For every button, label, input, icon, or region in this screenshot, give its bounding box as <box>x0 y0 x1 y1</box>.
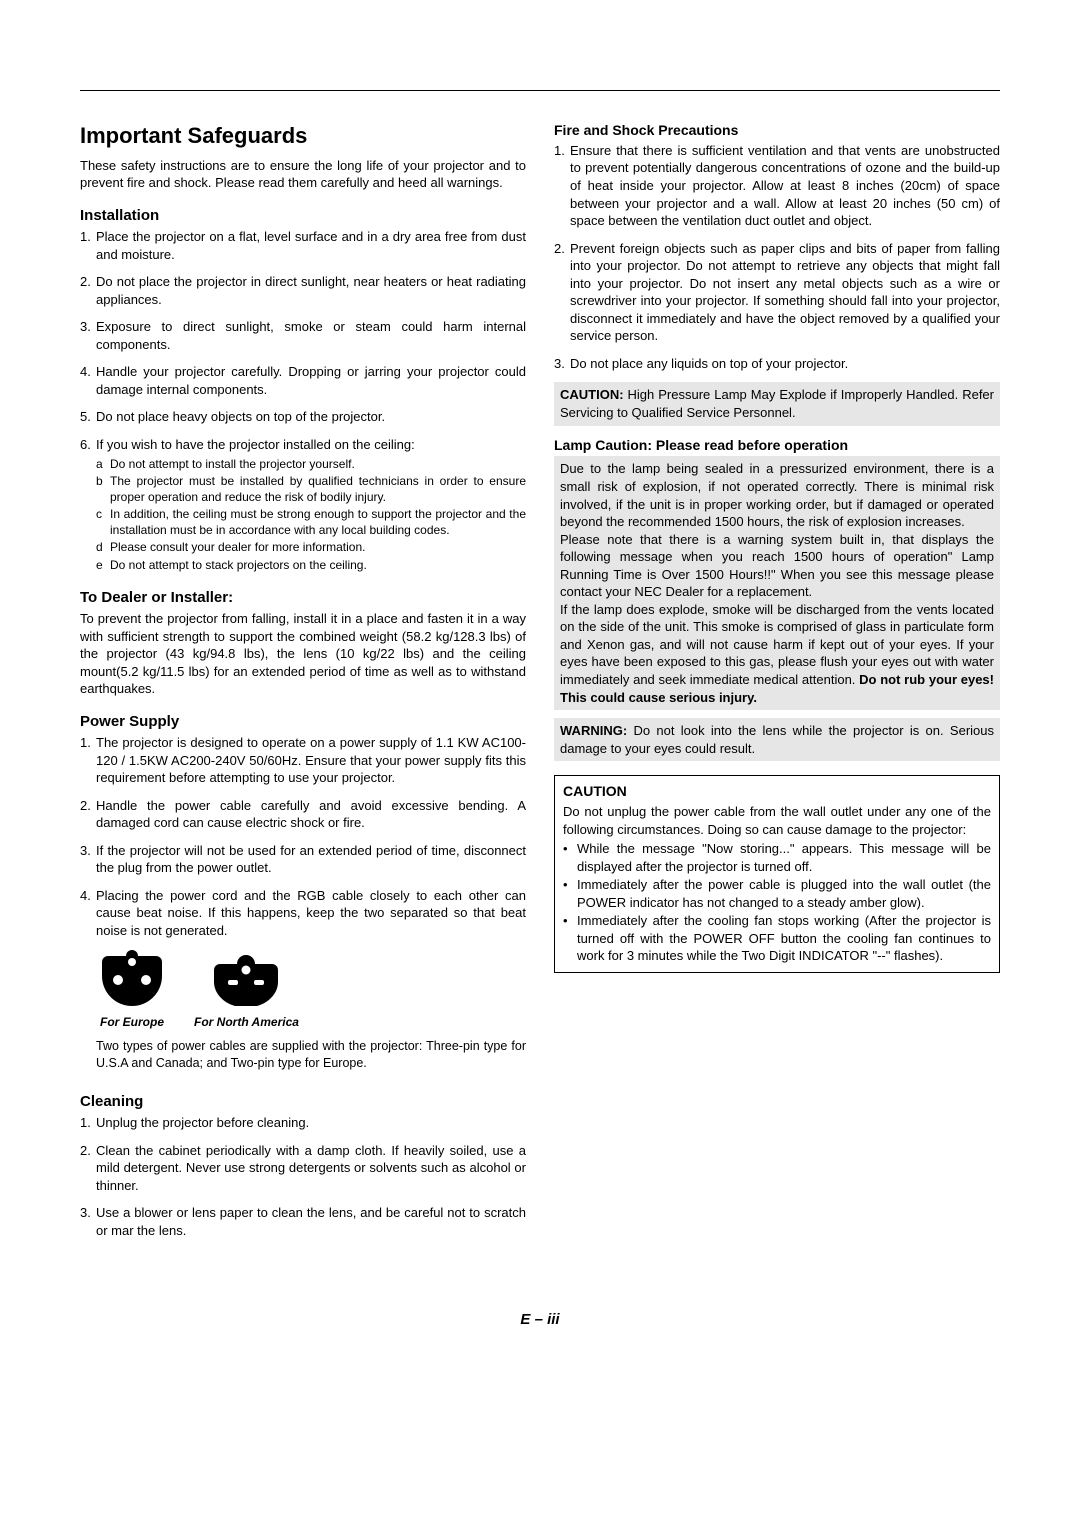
sub-text: In addition, the ceiling must be strong … <box>110 506 526 538</box>
sub-letter: b <box>96 473 110 505</box>
caution-text: High Pressure Lamp May Explode if Improp… <box>560 387 994 420</box>
list-number: 5. <box>80 408 96 426</box>
list-number: 2. <box>80 273 96 308</box>
page-title: Important Safeguards <box>80 121 526 151</box>
list-text: Do not place any liquids on top of your … <box>570 355 1000 373</box>
caution-bullets: While the message "Now storing..." appea… <box>563 840 991 965</box>
sub-letter: d <box>96 539 110 555</box>
installation-heading: Installation <box>80 206 526 226</box>
list-number: 3. <box>80 842 96 877</box>
list-number: 1. <box>80 228 96 263</box>
list-text: Clean the cabinet periodically with a da… <box>96 1142 526 1195</box>
lamp-p1: Due to the lamp being sealed in a pressu… <box>560 460 994 530</box>
sub-letter: e <box>96 557 110 573</box>
plug-europe-icon <box>100 950 164 1006</box>
plug-europe: For Europe <box>100 950 164 1031</box>
plug-europe-label: For Europe <box>100 1014 164 1030</box>
sub-letter: c <box>96 506 110 538</box>
list-number: 4. <box>80 887 96 940</box>
plug-na-label: For North America <box>194 1014 299 1030</box>
list-number: 2. <box>80 1142 96 1195</box>
installation-sublist: aDo not attempt to install the projector… <box>96 456 526 573</box>
list-text: Prevent foreign objects such as paper cl… <box>570 240 1000 345</box>
top-rule <box>80 90 1000 91</box>
list-text: Handle the power cable carefully and avo… <box>96 797 526 832</box>
sub-text: Please consult your dealer for more info… <box>110 539 526 555</box>
list-text: Handle your projector carefully. Droppin… <box>96 363 526 398</box>
fire-list: 1.Ensure that there is sufficient ventil… <box>554 142 1000 373</box>
caution-block-heading: CAUTION <box>563 782 991 801</box>
sub-text: Do not attempt to install the projector … <box>110 456 526 472</box>
right-column: Fire and Shock Precautions 1.Ensure that… <box>554 121 1000 1250</box>
fire-heading: Fire and Shock Precautions <box>554 121 1000 140</box>
lamp-p3: If the lamp does explode, smoke will be … <box>560 601 994 706</box>
list-number: 4. <box>80 363 96 398</box>
bullet-item: Immediately after the cooling fan stops … <box>563 912 991 965</box>
list-text: Ensure that there is sufficient ventilat… <box>570 142 1000 230</box>
lamp-p2: Please note that there is a warning syst… <box>560 531 994 601</box>
caution-block-intro: Do not unplug the power cable from the w… <box>563 803 991 838</box>
intro-text: These safety instructions are to ensure … <box>80 157 526 192</box>
power-note: Two types of power cables are supplied w… <box>96 1038 526 1072</box>
list-text: If the projector will not be used for an… <box>96 842 526 877</box>
installation-list: 1.Place the projector on a flat, level s… <box>80 228 526 574</box>
list-number: 2. <box>554 240 570 345</box>
list-text: Use a blower or lens paper to clean the … <box>96 1204 526 1239</box>
list-number: 1. <box>80 1114 96 1132</box>
warning-gray-box: WARNING: Do not look into the lens while… <box>554 718 1000 761</box>
list-text: If you wish to have the projector instal… <box>96 436 526 574</box>
power-heading: Power Supply <box>80 712 526 732</box>
sub-letter: a <box>96 456 110 472</box>
power-list: 1.The projector is designed to operate o… <box>80 734 526 939</box>
caution-bordered-box: CAUTION Do not unplug the power cable fr… <box>554 775 1000 973</box>
bullet-item: While the message "Now storing..." appea… <box>563 840 991 875</box>
list-text: Unplug the projector before cleaning. <box>96 1114 526 1132</box>
list-text: Placing the power cord and the RGB cable… <box>96 887 526 940</box>
left-column: Important Safeguards These safety instru… <box>80 121 526 1250</box>
list-text-inner: If you wish to have the projector instal… <box>96 437 415 452</box>
list-text: Do not place the projector in direct sun… <box>96 273 526 308</box>
list-number: 2. <box>80 797 96 832</box>
two-column-layout: Important Safeguards These safety instru… <box>80 121 1000 1250</box>
bullet-text: Immediately after the power cable is plu… <box>577 876 991 911</box>
list-text: Do not place heavy objects on top of the… <box>96 408 526 426</box>
caution-label: CAUTION: <box>560 387 624 402</box>
list-number: 1. <box>80 734 96 787</box>
list-number: 6. <box>80 436 96 574</box>
list-text: Place the projector on a flat, level sur… <box>96 228 526 263</box>
bullet-text: Immediately after the cooling fan stops … <box>577 912 991 965</box>
cleaning-heading: Cleaning <box>80 1092 526 1112</box>
bullet-text: While the message "Now storing..." appea… <box>577 840 991 875</box>
list-text: The projector is designed to operate on … <box>96 734 526 787</box>
lamp-heading: Lamp Caution: Please read before operati… <box>554 436 1000 455</box>
dealer-text: To prevent the projector from falling, i… <box>80 610 526 698</box>
warning-label: WARNING: <box>560 723 627 738</box>
lamp-gray-box: Due to the lamp being sealed in a pressu… <box>554 456 1000 710</box>
plug-figures: For Europe For North America <box>100 950 526 1031</box>
sub-text: The projector must be installed by quali… <box>110 473 526 505</box>
list-number: 3. <box>80 1204 96 1239</box>
plug-na: For North America <box>194 950 299 1031</box>
bullet-item: Immediately after the power cable is plu… <box>563 876 991 911</box>
list-number: 3. <box>554 355 570 373</box>
page-number: E – iii <box>80 1310 1000 1330</box>
list-number: 1. <box>554 142 570 230</box>
caution-gray-box: CAUTION: High Pressure Lamp May Explode … <box>554 382 1000 425</box>
sub-text: Do not attempt to stack projectors on th… <box>110 557 526 573</box>
list-text: Exposure to direct sunlight, smoke or st… <box>96 318 526 353</box>
plug-na-icon <box>214 950 278 1006</box>
list-number: 3. <box>80 318 96 353</box>
cleaning-list: 1.Unplug the projector before cleaning. … <box>80 1114 526 1239</box>
dealer-heading: To Dealer or Installer: <box>80 588 526 608</box>
